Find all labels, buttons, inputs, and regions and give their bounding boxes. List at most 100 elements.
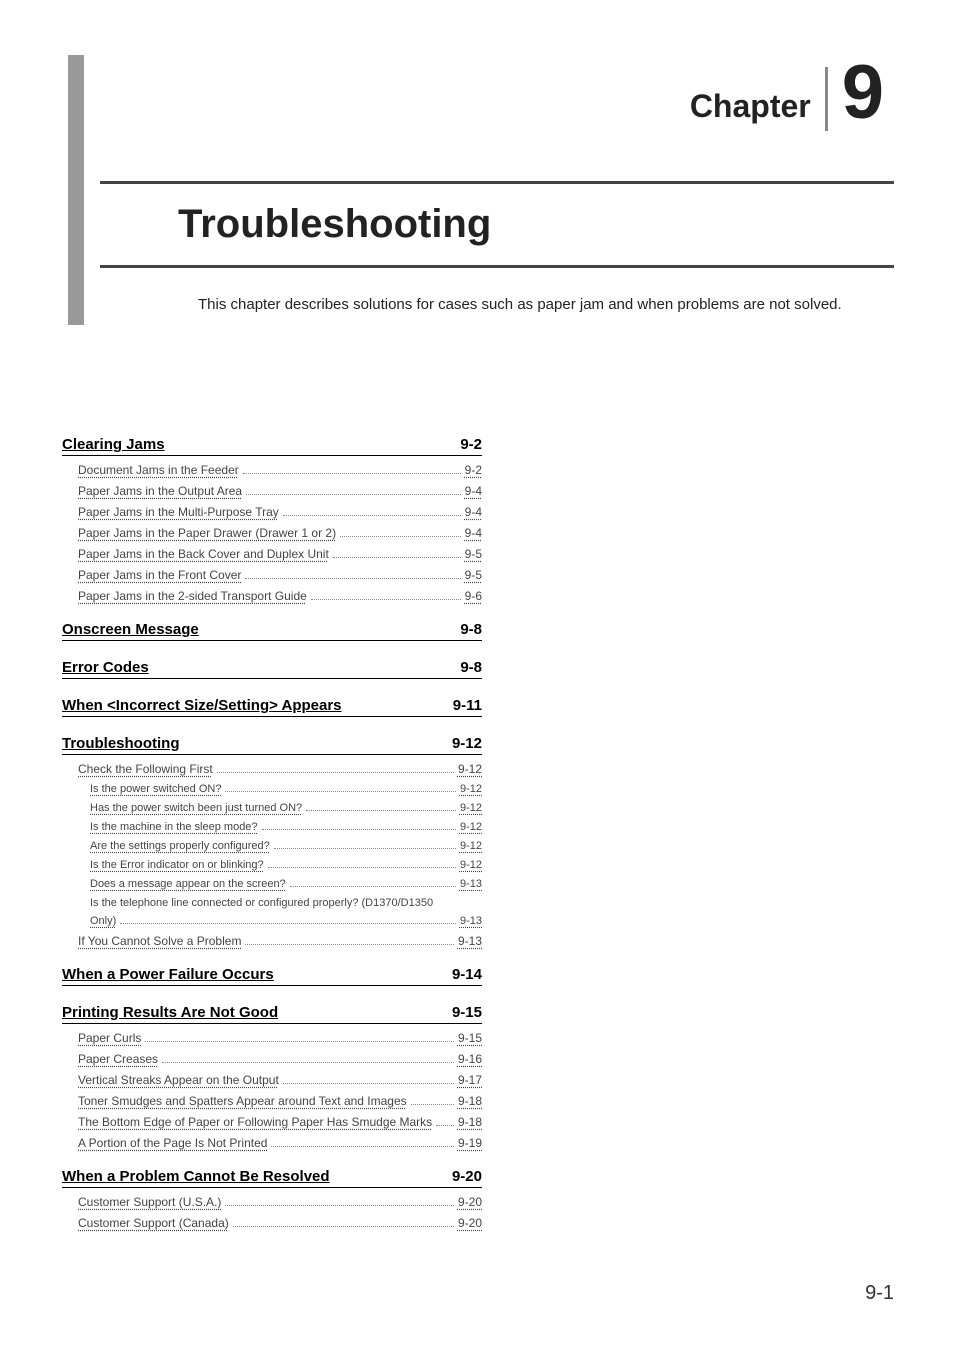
- toc-leader-dots: [283, 515, 461, 516]
- toc-item-page: 9-12: [458, 762, 482, 776]
- toc-item-label: Customer Support (Canada): [78, 1216, 229, 1230]
- toc-leader-dots: [243, 473, 461, 474]
- title-rule-bottom: [100, 265, 894, 268]
- toc-item-page: 9-5: [465, 568, 482, 582]
- toc-section-page: 9-11: [453, 697, 482, 714]
- toc-section[interactable]: When a Problem Cannot Be Resolved9-20: [62, 1168, 482, 1188]
- toc-item-label: Has the power switch been just turned ON…: [90, 802, 302, 814]
- toc-section-page: 9-2: [460, 436, 482, 453]
- toc-leader-dots: [145, 1041, 454, 1042]
- toc-item-label: If You Cannot Solve a Problem: [78, 934, 241, 948]
- chapter-heading: Chapter 9: [100, 55, 894, 131]
- toc-item[interactable]: If You Cannot Solve a Problem9-13: [62, 934, 482, 948]
- toc-item-page: 9-12: [460, 859, 482, 871]
- toc-item-label: Paper Jams in the Multi-Purpose Tray: [78, 505, 279, 519]
- chapter-divider: [825, 67, 828, 131]
- toc-section-label: When a Power Failure Occurs: [62, 966, 452, 983]
- toc-leader-dots: [262, 829, 456, 830]
- toc-item[interactable]: Are the settings properly configured?9-1…: [62, 840, 482, 852]
- toc-item-page: 9-12: [460, 802, 482, 814]
- toc-section-page: 9-12: [452, 735, 482, 752]
- toc-item[interactable]: A Portion of the Page Is Not Printed 9-19: [62, 1136, 482, 1150]
- toc-item-page: 9-20: [458, 1195, 482, 1209]
- toc-item[interactable]: Check the Following First 9-12: [62, 762, 482, 776]
- toc-item[interactable]: Paper Jams in the Multi-Purpose Tray 9-4: [62, 505, 482, 519]
- toc-item[interactable]: Customer Support (Canada) 9-20: [62, 1216, 482, 1230]
- toc-item[interactable]: Paper Jams in the Back Cover and Duplex …: [62, 547, 482, 561]
- toc-leader-dots: [233, 1226, 454, 1227]
- toc-item-label: Paper Curls: [78, 1031, 141, 1045]
- toc-item-page: 9-13: [460, 878, 482, 890]
- toc-item-label: Paper Jams in the Front Cover: [78, 568, 241, 582]
- toc-item-page: 9-16: [458, 1052, 482, 1066]
- toc-leader-dots: [120, 923, 456, 924]
- toc-leader-dots: [246, 494, 461, 495]
- toc-item-page: 9-12: [460, 821, 482, 833]
- title-rule-top: [100, 181, 894, 184]
- toc-item-page: 9-2: [465, 463, 482, 477]
- toc-section-label: Onscreen Message: [62, 621, 460, 638]
- toc-leader-dots: [274, 848, 456, 849]
- toc-item[interactable]: Paper Jams in the Output Area9-4: [62, 484, 482, 498]
- toc-item-label: Vertical Streaks Appear on the Output: [78, 1073, 279, 1087]
- toc-item[interactable]: Has the power switch been just turned ON…: [62, 802, 482, 814]
- toc-section-label: Clearing Jams: [62, 436, 460, 453]
- toc-item[interactable]: Is the Error indicator on or blinking?9-…: [62, 859, 482, 871]
- toc-item-label: Are the settings properly configured?: [90, 840, 270, 852]
- toc-item[interactable]: Is the power switched ON?9-12: [62, 783, 482, 795]
- toc-item-page: 9-4: [465, 505, 482, 519]
- toc-item[interactable]: Vertical Streaks Appear on the Output 9-1…: [62, 1073, 482, 1087]
- toc-section[interactable]: When <Incorrect Size/Setting> Appears9-1…: [62, 697, 482, 717]
- toc-item-page: 9-5: [465, 547, 482, 561]
- chapter-number: 9: [842, 55, 884, 131]
- toc-item-page: 9-19: [458, 1136, 482, 1150]
- toc-item-label-line1: Is the telephone line connected or confi…: [90, 897, 482, 909]
- toc-item-page: 9-20: [458, 1216, 482, 1230]
- toc-item-label: A Portion of the Page Is Not Printed: [78, 1136, 267, 1150]
- toc-section-page: 9-20: [452, 1168, 482, 1185]
- toc-section[interactable]: When a Power Failure Occurs9-14: [62, 966, 482, 986]
- toc-section-page: 9-15: [452, 1004, 482, 1021]
- toc-section[interactable]: Troubleshooting9-12: [62, 735, 482, 755]
- toc-section[interactable]: Printing Results Are Not Good9-15: [62, 1004, 482, 1024]
- toc-item-label: Document Jams in the Feeder: [78, 463, 239, 477]
- toc-section[interactable]: Error Codes9-8: [62, 659, 482, 679]
- toc-item[interactable]: Paper Creases9-16: [62, 1052, 482, 1066]
- page-header: Chapter 9 Troubleshooting This chapter d…: [100, 55, 894, 317]
- page-number: 9-1: [865, 1282, 894, 1305]
- toc-section-label: Error Codes: [62, 659, 460, 676]
- toc-item[interactable]: Paper Curls 9-15: [62, 1031, 482, 1045]
- toc-item-label: Toner Smudges and Spatters Appear around…: [78, 1094, 407, 1108]
- toc-leader-dots: [306, 810, 456, 811]
- toc-leader-dots: [290, 886, 456, 887]
- chapter-intro: This chapter describes solutions for cas…: [198, 294, 878, 317]
- toc-item-label: Check the Following First: [78, 762, 213, 776]
- toc-item[interactable]: Paper Jams in the 2-sided Transport Guid…: [62, 589, 482, 603]
- toc-item-label: Customer Support (U.S.A.): [78, 1195, 221, 1209]
- toc-section-label: Printing Results Are Not Good: [62, 1004, 452, 1021]
- toc-item[interactable]: Paper Jams in the Front Cover 9-5: [62, 568, 482, 582]
- toc-item-label: Is the power switched ON?: [90, 783, 221, 795]
- toc-item-page: 9-4: [465, 484, 482, 498]
- toc-item[interactable]: Toner Smudges and Spatters Appear around…: [62, 1094, 482, 1108]
- toc-item[interactable]: Is the machine in the sleep mode? 9-12: [62, 821, 482, 833]
- toc-item-page: 9-17: [458, 1073, 482, 1087]
- toc-item[interactable]: Document Jams in the Feeder 9-2: [62, 463, 482, 477]
- toc-item-label: The Bottom Edge of Paper or Following Pa…: [78, 1115, 432, 1129]
- toc-item[interactable]: Customer Support (U.S.A.) 9-20: [62, 1195, 482, 1209]
- toc-item-label: Is the machine in the sleep mode?: [90, 821, 258, 833]
- toc-section-page: 9-8: [460, 659, 482, 676]
- toc-item-page: 9-15: [458, 1031, 482, 1045]
- toc-section[interactable]: Clearing Jams9-2: [62, 436, 482, 456]
- toc-item-page: 9-18: [458, 1094, 482, 1108]
- toc-item[interactable]: Does a message appear on the screen?9-13: [62, 878, 482, 890]
- toc-section-label: When a Problem Cannot Be Resolved: [62, 1168, 452, 1185]
- table-of-contents: Clearing Jams9-2Document Jams in the Fee…: [62, 418, 482, 1230]
- toc-item[interactable]: Paper Jams in the Paper Drawer (Drawer 1…: [62, 526, 482, 540]
- toc-item[interactable]: The Bottom Edge of Paper or Following Pa…: [62, 1115, 482, 1129]
- toc-leader-dots: [340, 536, 461, 537]
- toc-item-page: 9-4: [465, 526, 482, 540]
- toc-section[interactable]: Onscreen Message9-8: [62, 621, 482, 641]
- toc-item[interactable]: Is the telephone line connected or confi…: [62, 897, 482, 927]
- left-accent-bar: [68, 55, 84, 325]
